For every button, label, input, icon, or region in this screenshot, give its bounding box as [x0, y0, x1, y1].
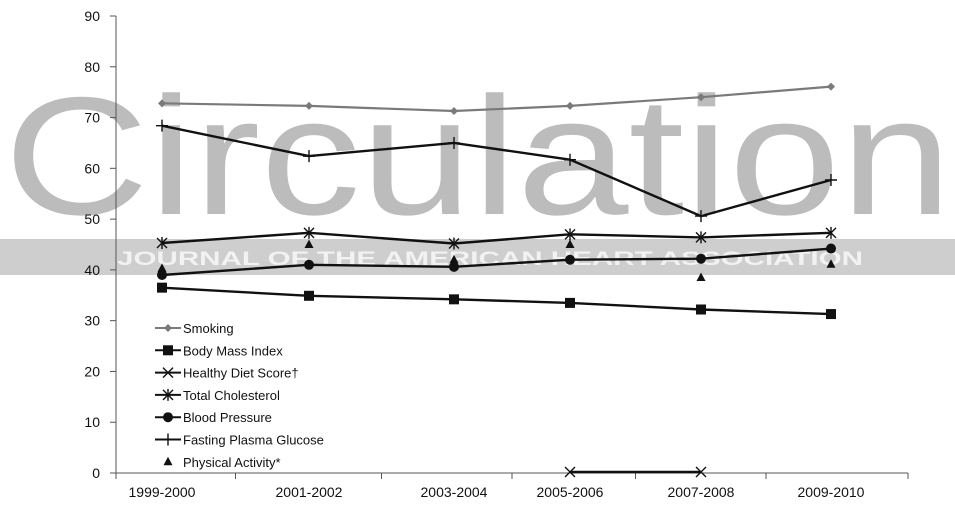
legend-swatch-marker [162, 388, 174, 401]
y-tick-label: 40 [84, 262, 100, 278]
axes: 0 10 20 30 40 50 60 70 80 90 1999-2000 2001-2002 200… [84, 8, 909, 500]
legend-item: Smoking [155, 321, 234, 336]
data-point [695, 231, 707, 244]
data-point [156, 236, 168, 249]
series-total-cholesterol [156, 226, 837, 250]
series-line [161, 85, 832, 113]
data-point [305, 101, 313, 110]
legend-swatch-marker [163, 456, 173, 466]
data-point [826, 259, 836, 268]
data-point [565, 297, 575, 308]
data-point [448, 136, 460, 149]
y-tick-label: 90 [84, 8, 100, 24]
data-point [564, 228, 576, 241]
x-tick-label: 2007-2008 [668, 484, 735, 500]
legend-item: Fasting Plasma Glucose [155, 433, 324, 448]
data-point [304, 290, 314, 301]
data-point [156, 119, 168, 132]
data-point [157, 269, 167, 280]
x-tick-label: 2005-2006 [537, 484, 604, 500]
data-point [696, 304, 706, 315]
legend-item: Body Mass Index [155, 343, 283, 358]
data-point [303, 150, 315, 163]
data-point [695, 466, 707, 478]
y-tick-label: 60 [84, 160, 100, 176]
data-point [564, 466, 576, 478]
legend-label: Blood Pressure [183, 410, 272, 425]
legend-label: Body Mass Index [183, 343, 283, 358]
legend-item: Total Cholesterol [155, 388, 280, 403]
legend: Smoking Body Mass Index Healthy Diet Score… [155, 321, 324, 470]
legend-label: Total Cholesterol [183, 388, 280, 403]
legend-label: Physical Activity* [183, 455, 281, 470]
legend-label: Smoking [183, 321, 234, 336]
data-point [448, 237, 460, 250]
x-tick-label: 2009-2010 [798, 484, 865, 500]
data-point [826, 309, 836, 320]
y-tick-label: 20 [84, 363, 100, 379]
series-line [161, 247, 832, 277]
series-body-mass-index [157, 282, 836, 320]
series-line [161, 124, 832, 218]
legend-label: Healthy Diet Score† [183, 366, 299, 381]
legend-item: Healthy Diet Score† [155, 366, 299, 381]
series-blood-pressure [157, 243, 836, 280]
legend-swatch-marker [163, 345, 173, 356]
x-tick-label: 2003-2004 [421, 484, 488, 500]
data-point [564, 153, 576, 166]
data-point [827, 82, 835, 91]
data-point [304, 259, 314, 270]
x-tick-label: 1999-2000 [129, 484, 196, 500]
watermark-title: Circulation [4, 62, 952, 250]
y-tick-label: 50 [84, 211, 100, 227]
data-point [825, 174, 837, 187]
series-line [161, 286, 832, 316]
y-tick-label: 10 [84, 414, 100, 430]
legend-swatch-marker [164, 324, 172, 332]
legend-swatch-marker [163, 412, 173, 423]
data-point [449, 294, 459, 305]
series-fasting-plasma-glucose [156, 119, 837, 223]
data-point [450, 106, 458, 115]
series-smoking [158, 82, 835, 115]
series-physical-activity [157, 239, 836, 282]
data-point [696, 253, 706, 264]
data-point [304, 239, 314, 248]
series-group [156, 82, 837, 478]
data-point [449, 254, 459, 264]
x-tick-label: 2001-2002 [276, 484, 343, 500]
legend-swatch-marker [162, 433, 174, 446]
data-point [697, 93, 705, 102]
data-point [158, 99, 166, 108]
data-point [825, 226, 837, 239]
y-tick-label: 30 [84, 313, 100, 329]
data-point [696, 272, 706, 282]
data-point [157, 282, 167, 293]
watermark-subtitle: JOURNAL OF THE AMERICAN HEART ASSOCIATIO… [117, 249, 863, 270]
legend-swatch-marker [162, 367, 174, 379]
data-point [695, 210, 707, 223]
data-point [157, 263, 167, 272]
y-tick-label: 70 [84, 110, 100, 126]
data-point [565, 254, 575, 265]
data-point [303, 226, 315, 239]
data-point [566, 101, 574, 110]
data-point [449, 261, 459, 272]
data-point [565, 239, 575, 248]
data-point [826, 243, 836, 254]
y-tick-label: 0 [92, 465, 100, 481]
legend-label: Fasting Plasma Glucose [183, 433, 324, 448]
series-line [161, 231, 832, 245]
legend-item: Blood Pressure [155, 410, 272, 425]
y-tick-label: 80 [84, 59, 100, 75]
series-healthy-diet-score [564, 466, 707, 478]
legend-item: Physical Activity* [163, 455, 281, 470]
